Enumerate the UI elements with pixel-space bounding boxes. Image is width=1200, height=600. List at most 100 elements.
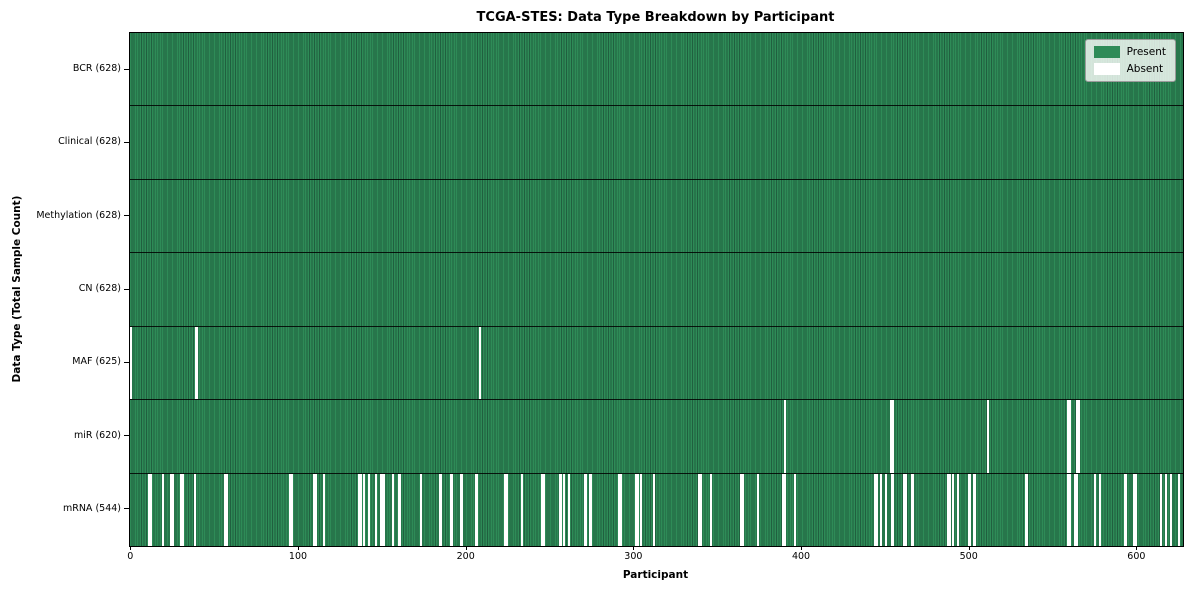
- row-maf: [130, 325, 1183, 400]
- y-tick-label-maf: MAF (625): [72, 356, 121, 368]
- absent-gap: [1067, 473, 1070, 546]
- absent-gap: [1025, 473, 1028, 546]
- row-bcr: [130, 33, 1183, 106]
- y-tick-mark: [124, 361, 129, 363]
- x-tick-mark: [1136, 546, 1138, 550]
- absent-gap: [1077, 400, 1080, 473]
- absent-gap: [180, 473, 183, 546]
- absent-gap: [312, 473, 316, 546]
- row-clinical: [130, 105, 1183, 179]
- absent-gap: [782, 473, 785, 546]
- y-tick-label-clinical: Clinical (628): [58, 136, 121, 148]
- x-tick-mark: [130, 546, 132, 550]
- absent-gap: [1075, 473, 1078, 546]
- x-tick-label: 100: [288, 551, 308, 562]
- absent-gap: [130, 326, 133, 400]
- absent-gap: [540, 473, 544, 546]
- absent-gap: [438, 473, 441, 546]
- absent-gap: [757, 473, 760, 546]
- absent-gap: [911, 473, 914, 546]
- absent-gap: [398, 473, 401, 546]
- absent-gap: [148, 473, 151, 546]
- legend-swatch-present: [1093, 46, 1120, 58]
- absent-gap: [986, 400, 990, 473]
- absent-gap: [559, 473, 562, 546]
- x-tick-label: 300: [624, 551, 643, 562]
- absent-gap: [1124, 473, 1127, 546]
- absent-gap: [314, 473, 317, 546]
- absent-gap: [150, 473, 153, 546]
- y-tick-mark: [124, 68, 129, 70]
- absent-gap: [440, 473, 443, 546]
- absent-gap: [503, 473, 507, 546]
- absent-gap: [617, 473, 621, 546]
- absent-gap: [358, 473, 361, 546]
- absent-gap: [1094, 473, 1097, 546]
- absent-gap: [1169, 473, 1172, 546]
- plot-area: Present Absent: [129, 32, 1184, 547]
- absent-gap: [181, 473, 185, 546]
- y-tick-label-methylation: Methylation (628): [36, 209, 121, 221]
- absent-gap: [1068, 473, 1072, 546]
- absent-gap: [891, 400, 894, 473]
- absent-gap: [740, 473, 743, 546]
- absent-gap: [891, 473, 894, 546]
- absent-gap: [322, 473, 326, 546]
- absent-gap: [793, 473, 797, 546]
- x-tick-mark: [465, 546, 467, 550]
- absent-gap: [884, 473, 887, 546]
- y-tick-mark: [124, 508, 129, 510]
- absent-gap: [359, 473, 362, 546]
- y-tick-mark: [124, 435, 129, 437]
- legend-item-present: Present: [1093, 46, 1166, 58]
- absent-gap: [1075, 400, 1078, 473]
- absent-gap: [478, 326, 482, 400]
- absent-gap: [170, 473, 173, 546]
- x-tick-label: 0: [127, 551, 134, 562]
- absent-gap: [902, 473, 906, 546]
- absent-gap: [225, 473, 228, 546]
- absent-gap: [567, 473, 570, 546]
- absent-gap: [589, 473, 592, 546]
- absent-gap: [1134, 473, 1137, 546]
- absent-gap: [700, 473, 703, 546]
- absent-gap: [1068, 400, 1072, 473]
- x-axis-label: Participant: [622, 569, 689, 581]
- absent-gap: [653, 473, 656, 546]
- y-tick-label-mrna: mRNA (544): [62, 502, 121, 514]
- absent-gap: [904, 473, 907, 546]
- absent-gap: [951, 473, 954, 546]
- y-tick-label-mir: miR (620): [73, 429, 121, 441]
- absent-gap: [889, 400, 892, 473]
- absent-gap: [1159, 473, 1162, 546]
- y-tick-mark: [124, 215, 129, 217]
- legend-label: Present: [1126, 46, 1166, 58]
- y-tick-mark: [124, 141, 129, 143]
- absent-gap: [289, 473, 292, 546]
- absent-gap: [636, 473, 639, 546]
- y-tick-mark: [124, 288, 129, 290]
- absent-gap: [460, 473, 463, 546]
- absent-gap: [520, 473, 523, 546]
- absent-gap: [968, 473, 971, 546]
- absent-gap: [783, 400, 787, 473]
- absent-gap: [1099, 473, 1102, 546]
- absent-gap: [223, 473, 227, 546]
- row-mir: [130, 399, 1183, 473]
- absent-gap: [876, 473, 879, 546]
- chart-title: TCGA-STES: Data Type Breakdown by Partic…: [476, 10, 835, 25]
- legend-swatch-absent: [1093, 63, 1120, 75]
- row-methylation: [130, 178, 1183, 253]
- absent-gap: [161, 473, 165, 546]
- x-tick-label: 200: [456, 551, 475, 562]
- x-tick-mark: [968, 546, 970, 550]
- absent-gap: [874, 473, 877, 546]
- x-tick-label: 500: [959, 551, 978, 562]
- absent-gap: [639, 473, 642, 546]
- x-tick-label: 600: [1127, 551, 1146, 562]
- absent-gap: [946, 473, 949, 546]
- absent-gap: [450, 473, 453, 546]
- absent-gap: [383, 473, 386, 546]
- absent-gap: [171, 473, 175, 546]
- absent-gap: [783, 473, 787, 546]
